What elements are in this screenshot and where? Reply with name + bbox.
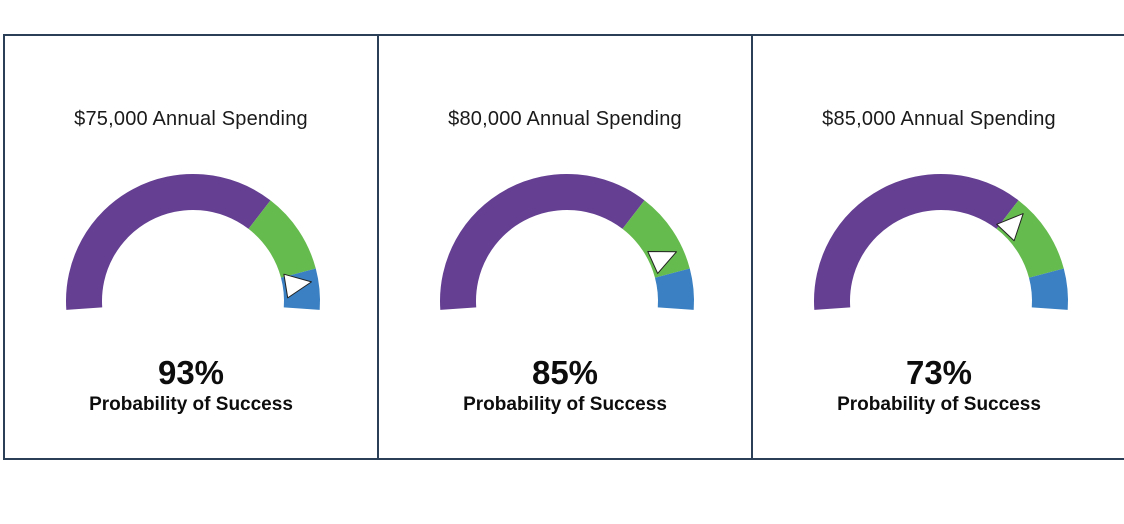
probability-caption: Probability of Success: [89, 394, 293, 415]
gauge-panel-85000: $85,000 Annual Spending 73% Probability …: [753, 36, 1124, 458]
probability-value: 85%: [531, 354, 599, 391]
probability-value: 73%: [905, 354, 973, 391]
gauge-band-2: [1028, 268, 1068, 310]
probability-caption: Probability of Success: [837, 394, 1041, 415]
gauge-needle: [996, 213, 1024, 242]
panel-title: $85,000 Annual Spending: [822, 108, 1056, 130]
gauge-band-0: [440, 174, 645, 310]
probability-value: 93%: [157, 354, 225, 391]
gauge-band-2: [654, 268, 694, 310]
gauge-chart: [440, 174, 694, 310]
panel-title: $80,000 Annual Spending: [448, 108, 682, 130]
gauge-needle: [283, 273, 312, 299]
panel-title: $75,000 Annual Spending: [74, 108, 308, 130]
gauge-panel-80000: $80,000 Annual Spending 85% Probability …: [379, 36, 753, 458]
gauge-needle: [647, 251, 677, 274]
gauge-band-0: [66, 174, 271, 310]
gauge-band-0: [814, 174, 1019, 310]
gauge-panel-75000: $75,000 Annual Spending 93% Probability …: [5, 36, 379, 458]
probability-caption: Probability of Success: [463, 394, 667, 415]
gauge-chart: [814, 174, 1068, 310]
gauge-band-1: [622, 200, 690, 278]
gauge-band-1: [248, 200, 316, 278]
gauge-chart: [66, 174, 320, 310]
gauge-panels: $75,000 Annual Spending 93% Probability …: [3, 34, 1124, 460]
